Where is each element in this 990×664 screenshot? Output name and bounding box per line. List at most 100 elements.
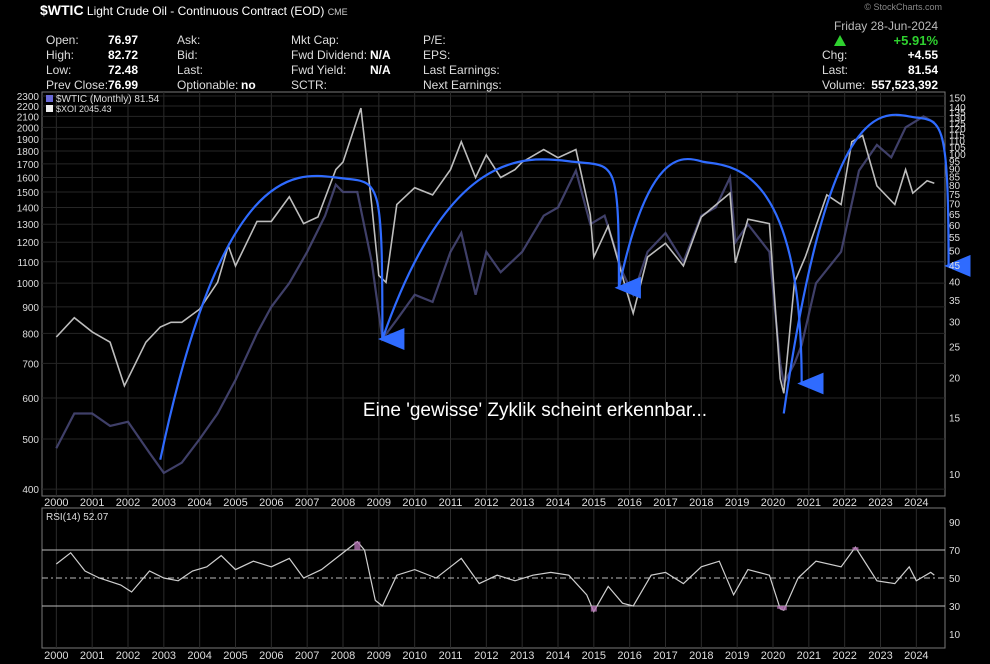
x-tick-label-rsi: 2020 <box>761 650 785 662</box>
x-tick-label: 2002 <box>116 497 140 509</box>
right-tick-label: 140 <box>949 103 966 114</box>
x-tick-label-rsi: 2001 <box>80 650 104 662</box>
sctr-row: SCTR: <box>291 78 327 92</box>
x-tick-label-rsi: 2024 <box>904 650 928 662</box>
left-tick-label: 600 <box>22 394 39 405</box>
rsi-line <box>55 540 935 613</box>
right-tick-label: 20 <box>949 374 961 385</box>
x-tick-label: 2004 <box>187 497 211 509</box>
x-tick-label-rsi: 2003 <box>152 650 176 662</box>
right-tick-label: 55 <box>949 233 961 244</box>
volume-label: Volume: <box>822 78 866 92</box>
x-tick-label-rsi: 2013 <box>510 650 534 662</box>
left-tick-label: 400 <box>22 485 39 496</box>
x-tick-label: 2019 <box>725 497 749 509</box>
high-row: High: 82.72 <box>46 48 139 62</box>
x-tick-label-rsi: 2008 <box>331 650 355 662</box>
chart-title: $WTIC Light Crude Oil - Continuous Contr… <box>40 2 348 18</box>
x-tick-label: 2005 <box>223 497 247 509</box>
rsi-tick-label: 30 <box>949 602 961 613</box>
x-tick-label-rsi: 2006 <box>259 650 283 662</box>
left-tick-label: 1700 <box>17 160 40 171</box>
x-tick-label-rsi: 2002 <box>116 650 140 662</box>
right-tick-label: 35 <box>949 296 961 307</box>
chart-legend: $WTIC (Monthly) 81.54 $XOI 2045.43 RSI(1… <box>46 94 160 523</box>
rsi-overbought-fill <box>852 547 859 550</box>
x-tick-label: 2022 <box>832 497 856 509</box>
legend-swatch-primary <box>46 95 53 102</box>
right-tick-label: 45 <box>949 261 961 272</box>
legend-swatch-secondary <box>46 105 53 112</box>
cycle-arc-2 <box>381 158 641 340</box>
left-tick-label: 2300 <box>17 92 40 103</box>
rsi-oversold-fill <box>777 606 784 609</box>
right-tick-label: 70 <box>949 200 961 211</box>
bid-row: Bid: <box>177 48 198 62</box>
right-tick-label: 135 <box>949 108 966 119</box>
x-tick-label-rsi: 2022 <box>832 650 856 662</box>
right-tick-label: 110 <box>949 137 965 148</box>
x-tick-label: 2011 <box>439 497 463 509</box>
last-row: Last: <box>177 63 204 77</box>
x-tick-label: 2009 <box>367 497 391 509</box>
x-tick-label-rsi: 2005 <box>223 650 247 662</box>
x-tick-label-rsi: 2007 <box>295 650 319 662</box>
cycle-arc-3 <box>617 157 824 395</box>
right-tick-label: 100 <box>949 150 966 161</box>
x-tick-label: 2014 <box>546 497 570 509</box>
rsi-label: RSI(14) 52.07 <box>46 512 109 523</box>
x-tick-label: 2016 <box>617 497 641 509</box>
chg-value: +4.55 <box>907 48 938 62</box>
x-tick-label: 2003 <box>152 497 176 509</box>
left-tick-label: 1000 <box>17 279 40 290</box>
left-tick-label: 900 <box>22 303 39 314</box>
fwd-yield-row: Fwd Yield: N/A <box>291 63 391 77</box>
x-tick-label: 2017 <box>653 497 677 509</box>
left-tick-label: 1400 <box>17 204 40 215</box>
x-tick-label-rsi: 2004 <box>187 650 211 662</box>
right-tick-label: 75 <box>949 190 961 201</box>
x-tick-label: 2007 <box>295 497 319 509</box>
x-tick-label-rsi: 2012 <box>474 650 498 662</box>
main-plot-frame <box>41 91 946 497</box>
x-tick-label-rsi: 2010 <box>402 650 426 662</box>
change-percent: +5.91% <box>833 33 938 48</box>
right-tick-label: 40 <box>949 277 961 288</box>
left-tick-label: 1500 <box>17 188 40 199</box>
last-value: 81.54 <box>907 63 938 77</box>
next-earnings-row: Next Earnings: <box>423 78 502 92</box>
left-tick-label: 700 <box>22 359 39 370</box>
pe-row: P/E: <box>423 33 446 47</box>
annotation-text: Eine 'gewisse' Zyklik scheint erkennbar.… <box>363 400 707 421</box>
right-tick-label: 10 <box>949 470 961 481</box>
wtic-line <box>55 107 935 394</box>
last-earnings-row: Last Earnings: <box>423 63 500 77</box>
left-tick-label: 2200 <box>17 102 40 113</box>
x-tick-label-rsi: 2021 <box>797 650 821 662</box>
x-tick-label: 2024 <box>904 497 928 509</box>
x-tick-label: 2006 <box>259 497 283 509</box>
right-tick-label: 30 <box>949 317 961 328</box>
x-tick-label: 2001 <box>80 497 104 509</box>
right-tick-label: 65 <box>949 210 961 221</box>
rsi-oversold-fill <box>780 606 787 611</box>
right-tick-label: 150 <box>949 94 966 105</box>
x-tick-label: 2010 <box>402 497 426 509</box>
left-tick-label: 2000 <box>17 123 40 134</box>
x-tick-label: 2018 <box>689 497 713 509</box>
right-tick-label: 125 <box>949 119 966 130</box>
right-tick-label: 130 <box>949 113 966 124</box>
right-tick-label: 80 <box>949 181 961 192</box>
x-tick-label: 2021 <box>797 497 821 509</box>
rsi-tick-label: 70 <box>949 546 961 557</box>
right-tick-label: 85 <box>949 173 961 184</box>
instrument-name: Light Crude Oil - Continuous Contract (E… <box>86 4 325 18</box>
right-tick-label: 50 <box>949 246 961 257</box>
x-tick-label: 2000 <box>44 497 68 509</box>
left-tick-label: 1300 <box>17 220 40 231</box>
rsi-tick-label: 90 <box>949 518 961 529</box>
x-tick-label-rsi: 2023 <box>868 650 892 662</box>
low-row: Low: 72.48 <box>46 63 139 77</box>
open-row: Open: 76.97 <box>46 33 139 47</box>
